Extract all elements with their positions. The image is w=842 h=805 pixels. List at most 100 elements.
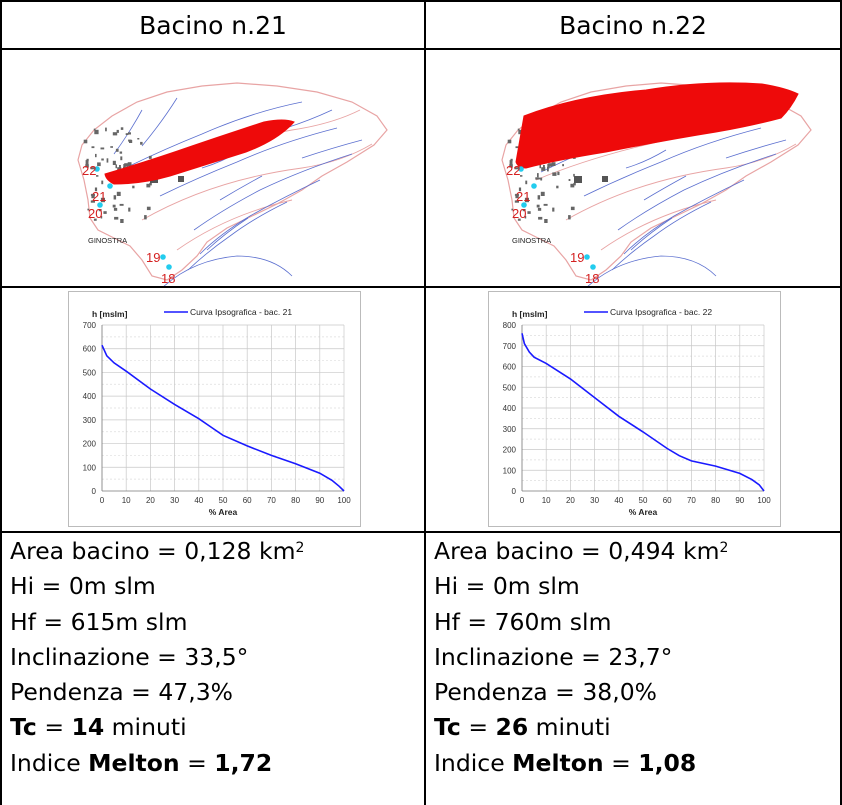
building [547,166,549,172]
stream-line [625,149,667,169]
building [132,185,135,189]
y-tick-label: 300 [503,425,517,434]
area-unit-exponent: 2 [719,540,729,556]
x-tick-label: 80 [291,496,300,505]
building [125,133,129,135]
building [106,158,109,163]
outlet-label: 21 [516,189,530,204]
building [537,195,541,200]
building [127,162,132,166]
basin-21-map-cell: 22 21 20 19 18 GINOSTRA [2,50,424,286]
building [568,215,571,220]
building [574,176,582,183]
tc-label: Tc [434,713,461,742]
coast-line [587,255,717,286]
building [98,209,102,212]
stream-line [725,139,787,159]
building [522,209,526,212]
building [101,158,104,161]
x-tick-label: 30 [590,496,599,505]
stream-line [617,153,777,231]
hypsometric-curve [521,333,765,492]
inclinazione-line: Inclinazione = 33,5° [10,642,249,671]
town-label: GINOSTRA [88,236,127,245]
building [507,139,512,144]
table-divider-center [424,0,426,805]
building [128,139,132,142]
melton-equals: = [603,748,639,777]
building [87,208,90,211]
x-tick-label: 30 [170,496,179,505]
building [524,197,529,203]
tc-line: Tc = 14 minuti [10,710,304,745]
building [119,165,121,170]
building [101,180,104,185]
y-tick-label: 100 [83,463,97,472]
melton-prefix: Indice [10,748,89,777]
building [541,167,546,171]
x-tick-label: 50 [219,496,228,505]
tc-equals: = [36,713,72,742]
x-tick-label: 40 [194,496,203,505]
building [93,218,97,221]
basin-21-stats: Area bacino = 0,128 km2 Hi = 0m slm Hf =… [10,534,304,781]
building [511,208,514,211]
building [120,127,124,130]
stream-line [630,217,673,251]
y-tick-label: 100 [503,466,517,475]
hi-line: Hi = 0m slm [10,572,156,601]
building [100,147,105,150]
building [518,187,522,192]
building [91,193,95,199]
x-axis-label: % Area [209,507,238,517]
building [90,167,95,170]
outlet-label: 20 [512,206,526,221]
y-tick-label: 600 [83,345,97,354]
basin-22-stats: Area bacino = 0,494 km2 Hi = 0m slm Hf =… [434,534,728,781]
outlet-label: 19 [146,250,160,265]
building [178,176,184,182]
x-tick-label: 10 [542,496,551,505]
area-unit-exponent: 2 [295,540,305,556]
building [94,129,99,135]
highlighted-basin-area [104,119,295,185]
table-row-divider [0,531,842,533]
basin-22-hypsometric-chart: 0 10 20 30 40 50 60 70 80 90 100 0 100 200 300 400 500 60… [488,291,781,527]
outlet-marker [107,183,113,189]
sub-basin-divide [565,143,797,221]
area-line: Area bacino = 0,494 km2 [434,534,728,569]
stream-line [141,97,178,147]
outlet-marker [531,183,537,189]
building [525,180,528,185]
building [116,191,121,196]
y-tick-label: 0 [92,487,97,496]
building [552,207,555,212]
melton-line: Indice Melton = 1,08 [434,746,728,781]
building [100,197,105,203]
outlet-label: 20 [88,206,102,221]
outlet-marker [518,166,524,172]
y-tick-label: 500 [503,383,517,392]
table-row-divider [0,286,842,288]
melton-label: Melton [88,748,180,777]
y-tick-label: 200 [83,440,97,449]
tc-equals: = [460,713,496,742]
building [570,206,575,211]
tc-line: Tc = 26 minuti [434,710,728,745]
building [573,173,575,177]
building [119,203,124,206]
outlet-label: 19 [570,250,584,265]
building [515,146,519,149]
outlet-marker [521,202,527,208]
hypsometric-curve [101,344,345,492]
outlet-marker [584,254,590,260]
building [543,203,548,206]
melton-value: 1,72 [214,748,273,777]
pendenza-line: Pendenza = 47,3% [10,678,233,707]
x-tick-label: 100 [757,496,771,505]
basin-21-title: Bacino n.21 [139,11,287,40]
building [113,195,117,200]
